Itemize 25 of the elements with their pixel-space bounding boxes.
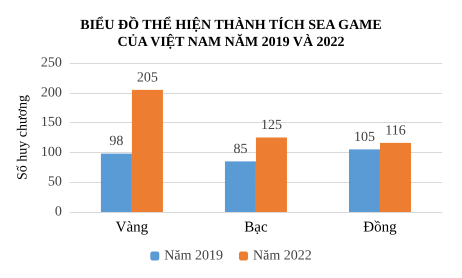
- x-tick-label: Đồng: [363, 220, 398, 236]
- legend-label: Năm 2022: [253, 248, 312, 264]
- y-tick-label: 50: [48, 174, 62, 190]
- data-label: 205: [136, 70, 158, 86]
- bar: [348, 149, 380, 212]
- bar: [224, 161, 256, 212]
- data-label: 98: [109, 134, 124, 150]
- bar: [380, 142, 411, 212]
- y-tick-label: 150: [40, 115, 62, 130]
- y-axis-title: Số huy chương: [16, 95, 30, 180]
- y-tick-label: 100: [40, 144, 62, 160]
- chart-title: BIỂU ĐỒ THỂ HIỆN THÀNH TÍCH SEA GAME CỦA VIỆT NAM NĂM 2019 VÀ 2022: [80, 16, 382, 50]
- y-tick-label: 250: [40, 56, 62, 70]
- data-label: 125: [260, 118, 282, 133]
- bar: [100, 154, 132, 212]
- x-tick-label: Bạc: [244, 220, 268, 236]
- data-label: 116: [385, 123, 406, 138]
- bar: [132, 90, 163, 212]
- data-label: 85: [233, 142, 248, 157]
- legend-label: Năm 2019: [164, 248, 224, 264]
- data-label: 105: [354, 130, 375, 145]
- bar: [256, 138, 287, 212]
- y-tick-label: 200: [40, 85, 62, 100]
- y-tick-label: 0: [54, 204, 62, 220]
- x-tick-label: Vàng: [116, 220, 149, 236]
